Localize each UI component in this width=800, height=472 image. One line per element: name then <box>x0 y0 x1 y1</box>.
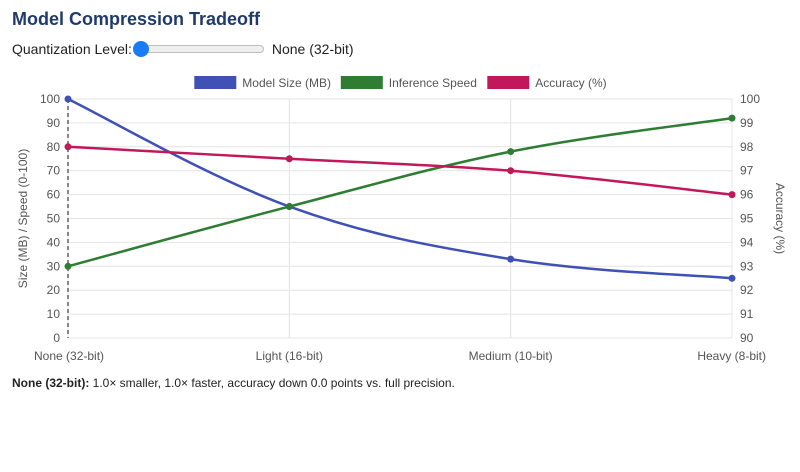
quantization-slider[interactable] <box>132 41 264 57</box>
legend-swatch <box>487 76 530 89</box>
right-y-tick-label: 93 <box>740 259 754 273</box>
grid-lines <box>67 98 733 339</box>
left-y-tick-label: 20 <box>47 283 61 297</box>
right-y-tick-label: 94 <box>740 235 754 249</box>
quantization-control: Quantization Level: None (32-bit) <box>12 40 354 58</box>
right-y-tick-label: 97 <box>740 164 754 178</box>
left-y-tick-label: 0 <box>53 331 60 345</box>
left-y-tick-label: 40 <box>47 235 61 249</box>
right-y-tick-label: 98 <box>740 140 754 154</box>
right-y-tick-label: 100 <box>740 92 760 106</box>
legend-label: Model Size (MB) <box>242 76 331 90</box>
left-y-tick-label: 10 <box>47 307 61 321</box>
x-tick-label: Light (16-bit) <box>256 349 323 363</box>
right-y-tick-label: 99 <box>740 116 754 130</box>
data-point <box>285 203 293 211</box>
data-point <box>507 255 515 263</box>
left-y-tick-label: 60 <box>47 188 61 202</box>
series-2 <box>64 143 736 199</box>
x-tick-label: Medium (10-bit) <box>469 349 553 363</box>
series-0 <box>64 95 736 282</box>
slider-thumb[interactable] <box>132 41 149 57</box>
series-line <box>67 145 733 196</box>
data-point <box>285 155 293 163</box>
right-y-tick-label: 90 <box>740 331 754 345</box>
left-y-axis-title: Size (MB) / Speed (0-100) <box>16 149 30 288</box>
right-y-tick-label: 95 <box>740 212 754 226</box>
legend-item: Accuracy (%) <box>487 76 607 90</box>
data-point <box>728 114 736 122</box>
left-y-tick-label: 90 <box>47 116 61 130</box>
x-tick-label: None (32-bit) <box>34 349 104 363</box>
legend-swatch <box>340 76 383 89</box>
quantization-label: Quantization Level: <box>12 41 132 57</box>
left-y-tick-label: 100 <box>40 92 60 106</box>
legend-item: Inference Speed <box>340 76 477 90</box>
x-tick-label: Heavy (8-bit) <box>697 349 766 363</box>
left-y-tick-label: 50 <box>47 212 61 226</box>
summary-detail: 1.0× smaller, 1.0× faster, accuracy down… <box>89 376 455 390</box>
legend-label: Accuracy (%) <box>535 76 606 90</box>
quantization-value: None (32-bit) <box>271 41 354 57</box>
data-point <box>728 274 736 282</box>
legend-item: Model Size (MB) <box>194 76 331 90</box>
page-title: Model Compression Tradeoff <box>12 9 261 29</box>
series-1 <box>64 114 736 270</box>
right-y-tick-label: 92 <box>740 283 754 297</box>
series-line <box>67 116 733 268</box>
data-point <box>64 95 72 103</box>
compression-chart: 0 10 20 30 40 50 60 70 80 90 100 90 91 92 93 94 95 96 97 98… <box>16 76 787 363</box>
data-point <box>507 148 515 156</box>
left-y-tick-label: 30 <box>47 259 61 273</box>
data-point <box>64 143 72 151</box>
right-y-tick-label: 96 <box>740 188 754 202</box>
summary-level: None (32-bit): <box>12 376 90 390</box>
series-line <box>67 97 733 280</box>
legend-label: Inference Speed <box>389 76 477 90</box>
data-point <box>64 262 72 270</box>
left-y-tick-label: 70 <box>47 164 61 178</box>
right-y-tick-label: 91 <box>740 307 754 321</box>
right-y-axis-title: Accuracy (%) <box>773 183 787 254</box>
legend-swatch <box>194 76 237 89</box>
summary-text: None (32-bit): 1.0× smaller, 1.0× faster… <box>12 376 455 390</box>
left-y-tick-label: 80 <box>47 140 61 154</box>
data-point <box>507 167 515 175</box>
data-point <box>728 191 736 199</box>
